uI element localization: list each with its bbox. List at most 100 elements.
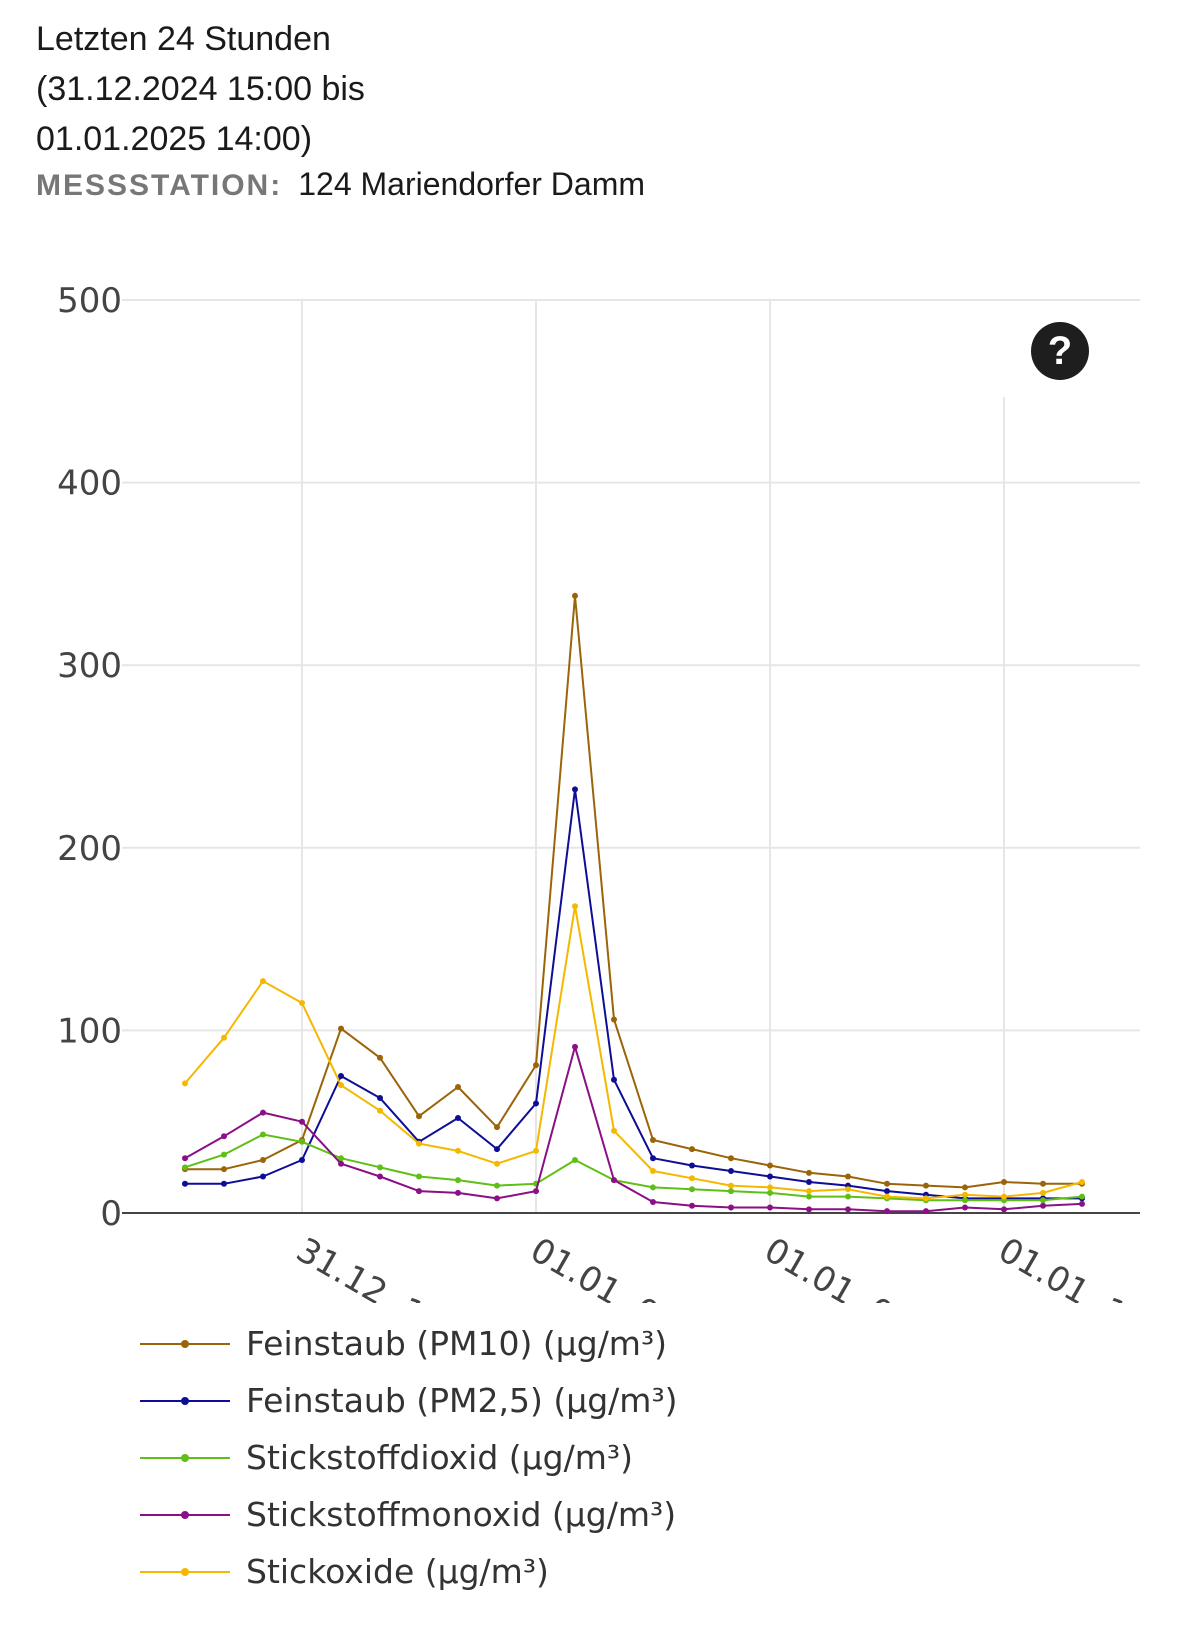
period-title-line-3: 01.01.2025 14:00)	[36, 120, 313, 158]
data-point-1	[962, 1184, 968, 1191]
data-point-4	[1040, 1202, 1046, 1209]
y-tick-label: 0	[100, 1194, 122, 1234]
help-icon[interactable]: ?	[1031, 322, 1089, 380]
data-point-3	[650, 1184, 656, 1191]
data-point-1	[923, 1182, 929, 1189]
data-point-5	[299, 1000, 305, 1007]
data-point-5	[182, 1080, 188, 1087]
series-line-1	[185, 594, 1082, 1189]
data-point-5	[260, 978, 266, 985]
data-point-5	[728, 1182, 734, 1189]
data-point-1	[611, 1016, 617, 1023]
data-point-3	[182, 1164, 188, 1171]
data-point-2	[689, 1162, 695, 1169]
data-point-3	[572, 1157, 578, 1164]
data-point-2	[260, 1173, 266, 1180]
data-point-3	[299, 1138, 305, 1145]
data-point-4	[533, 1188, 539, 1195]
legend-item-4[interactable]: Stickstoffmonoxid (µg/m³)	[140, 1486, 678, 1543]
data-point-4	[884, 1208, 890, 1215]
legend-item-5[interactable]: Stickoxide (µg/m³)	[140, 1543, 678, 1600]
station-value: 124 Mariendorfer Damm	[298, 166, 646, 202]
data-point-3	[845, 1193, 851, 1200]
data-point-3	[728, 1188, 734, 1195]
x-tick-group: 01.01. 06:00	[758, 1230, 966, 1373]
data-point-5	[338, 1082, 344, 1089]
data-point-2	[221, 1180, 227, 1187]
legend-item-3[interactable]: Stickstoffdioxid (µg/m³)	[140, 1429, 678, 1486]
data-point-2	[728, 1168, 734, 1175]
data-point-5	[377, 1107, 383, 1114]
data-point-4	[299, 1118, 305, 1125]
chart-legend: Feinstaub (PM10) (µg/m³) Feinstaub (PM2,5…	[140, 1315, 678, 1600]
data-point-2	[806, 1178, 812, 1185]
data-point-5	[416, 1140, 422, 1147]
data-point-2	[494, 1146, 500, 1153]
y-tick-label: 400	[57, 464, 122, 504]
series-line-4	[184, 1045, 1083, 1213]
y-tick-label: 100	[57, 1011, 122, 1051]
data-point-1	[650, 1136, 656, 1143]
legend-swatch	[140, 1391, 230, 1411]
legend-swatch	[140, 1448, 230, 1468]
data-point-4	[728, 1204, 734, 1211]
data-point-2	[572, 786, 578, 793]
data-point-1	[884, 1180, 890, 1187]
y-tick-label: 300	[57, 646, 122, 686]
data-point-1	[767, 1162, 773, 1169]
data-point-5	[962, 1191, 968, 1198]
data-point-5	[767, 1184, 773, 1191]
x-tick-label: 01.01. 12:00	[992, 1230, 1179, 1373]
legend-item-1[interactable]: Feinstaub (PM10) (µg/m³)	[140, 1315, 678, 1372]
data-point-5	[923, 1195, 929, 1202]
legend-label: Stickoxide (µg/m³)	[246, 1552, 549, 1591]
data-point-4	[767, 1204, 773, 1211]
data-point-1	[1001, 1178, 1007, 1185]
legend-swatch	[140, 1562, 230, 1582]
legend-label: Stickstoffmonoxid (µg/m³)	[246, 1495, 677, 1534]
data-point-3	[767, 1189, 773, 1196]
series-line-5	[184, 905, 1083, 1200]
legend-label: Stickstoffdioxid (µg/m³)	[246, 1438, 633, 1477]
x-tick-label: 01.01. 06:00	[758, 1230, 966, 1373]
data-point-5	[806, 1188, 812, 1195]
legend-label: Feinstaub (PM10) (µg/m³)	[246, 1324, 668, 1363]
data-point-4	[455, 1189, 461, 1196]
data-point-1	[845, 1173, 851, 1180]
legend-item-2[interactable]: Feinstaub (PM2,5) (µg/m³)	[140, 1372, 678, 1429]
legend-swatch	[140, 1505, 230, 1525]
data-point-1	[689, 1146, 695, 1153]
data-point-4	[182, 1155, 188, 1162]
legend-label: Feinstaub (PM2,5) (µg/m³)	[246, 1381, 678, 1420]
data-point-4	[611, 1177, 617, 1184]
data-point-3	[1079, 1193, 1085, 1200]
data-point-4	[377, 1173, 383, 1180]
data-point-4	[1079, 1200, 1085, 1207]
data-point-3	[338, 1155, 344, 1162]
data-point-2	[533, 1100, 539, 1107]
data-point-5	[845, 1186, 851, 1193]
period-title-line-1: Letzten 24 Stunden	[36, 20, 331, 58]
data-point-4	[845, 1206, 851, 1213]
data-point-1	[260, 1157, 266, 1164]
data-point-2	[884, 1188, 890, 1195]
series-line-2	[185, 788, 1082, 1200]
data-point-3	[494, 1182, 500, 1189]
station-label: MESSSTATION:	[36, 169, 283, 202]
data-point-3	[416, 1173, 422, 1180]
data-point-5	[689, 1175, 695, 1182]
data-point-1	[377, 1054, 383, 1061]
data-point-4	[1001, 1206, 1007, 1213]
data-point-1	[338, 1025, 344, 1032]
data-point-4	[650, 1199, 656, 1206]
data-point-4	[338, 1160, 344, 1167]
data-point-1	[728, 1155, 734, 1162]
data-point-5	[533, 1147, 539, 1154]
data-point-3	[377, 1164, 383, 1171]
period-title-line-2: (31.12.2024 15:00 bis	[36, 70, 365, 108]
data-point-5	[650, 1168, 656, 1175]
legend-swatch	[140, 1334, 230, 1354]
data-point-4	[689, 1202, 695, 1209]
data-point-2	[455, 1115, 461, 1122]
